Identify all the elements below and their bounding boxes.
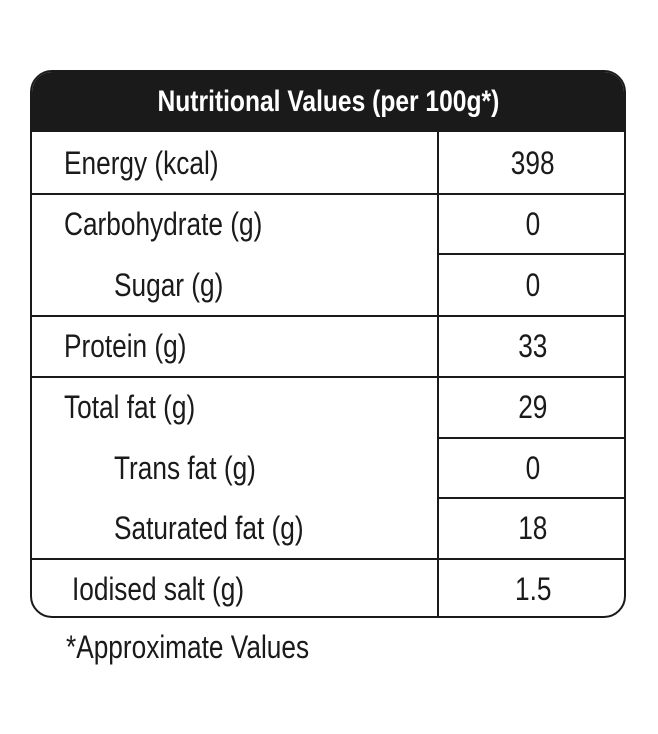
table-row-value: 1.5 [514, 570, 552, 607]
table-row-label: Protein (g) [64, 328, 187, 364]
table-title: Nutritional Values (per 100g*) [157, 85, 499, 118]
table-row-label: Iodised salt (g) [72, 570, 245, 607]
table-row-label: Total fat (g) [64, 389, 196, 425]
table-row-value: 0 [525, 266, 541, 303]
table-row-value: 33 [518, 328, 548, 364]
row-divider [32, 193, 624, 195]
row-divider [437, 253, 624, 255]
row-divider [437, 497, 624, 499]
row-divider [437, 437, 624, 439]
table-row-value: 0 [525, 449, 541, 486]
row-divider [32, 315, 624, 317]
table-row-label: Carbohydrate (g) [64, 205, 263, 242]
table-row-label: Saturated fat (g) [114, 510, 304, 546]
column-divider [437, 132, 439, 616]
table-row-label: Trans fat (g) [114, 449, 256, 486]
row-divider [32, 558, 624, 560]
table-header: Nutritional Values (per 100g*) [32, 72, 624, 132]
footnote: *Approximate Values [66, 628, 310, 665]
table-row-value: 398 [511, 145, 555, 181]
table-row-value: 18 [518, 510, 548, 546]
table-row-label: Sugar (g) [114, 266, 224, 303]
nutrition-table: Nutritional Values (per 100g*) Energy (k… [30, 70, 626, 618]
table-row-label: Energy (kcal) [64, 145, 219, 181]
table-row-value: 29 [518, 389, 548, 425]
table-row-value: 0 [525, 205, 541, 242]
row-divider [32, 376, 624, 378]
